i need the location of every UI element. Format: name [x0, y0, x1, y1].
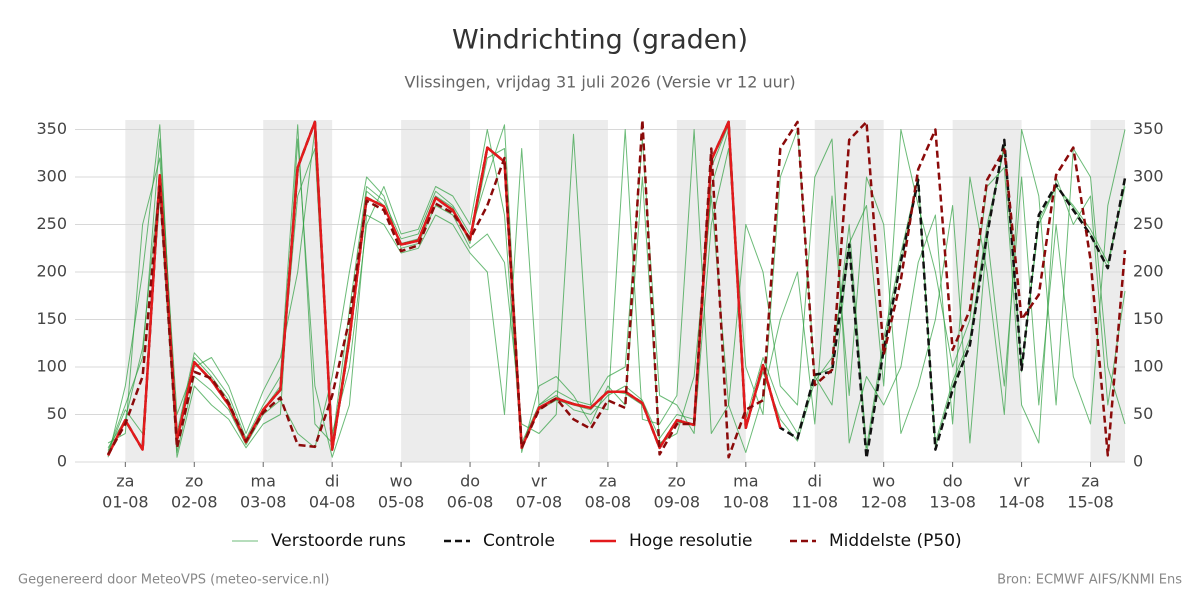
x-tick-label: 13-08	[929, 493, 976, 512]
y-tick-label: 150	[36, 309, 67, 328]
member-line	[107, 129, 1126, 453]
y2-tick-label: 0	[1133, 452, 1143, 471]
x-tick-label: 08-08	[585, 493, 632, 512]
y-tick-label: 250	[36, 214, 67, 233]
x-tick-label: 12-08	[860, 493, 907, 512]
y-tick-label: 200	[36, 262, 67, 281]
x-tick-weekday: vr	[1014, 472, 1030, 491]
x-tick-label: 09-08	[654, 493, 701, 512]
x-tick-weekday: vr	[531, 472, 547, 491]
x-tick-weekday: wo	[390, 472, 413, 491]
legend-label: Middelste (P50)	[829, 531, 962, 551]
legend-label: Hoge resolutie	[629, 531, 753, 551]
x-tick-label: 15-08	[1067, 493, 1114, 512]
day-shade	[952, 120, 1022, 462]
x-tick-label: 02-08	[171, 493, 218, 512]
chart-title: Windrichting (graden)	[452, 25, 748, 56]
x-tick-weekday: wo	[872, 472, 895, 491]
day-shade	[401, 120, 471, 462]
y2-tick-label: 150	[1133, 309, 1164, 328]
x-tick-weekday: zo	[185, 472, 203, 491]
day-shade	[538, 120, 608, 462]
x-tick-label: 07-08	[516, 493, 563, 512]
y-tick-label: 350	[36, 119, 67, 138]
y-tick-label: 100	[36, 357, 67, 376]
x-tick-weekday: zo	[668, 472, 686, 491]
y2-tick-label: 100	[1133, 357, 1164, 376]
footer-left: Gegenereerd door MeteoVPS (meteo-service…	[18, 573, 329, 588]
x-tick-weekday: di	[807, 472, 822, 491]
x-tick-weekday: za	[599, 472, 617, 491]
y2-tick-label: 350	[1133, 119, 1164, 138]
x-tick-label: 11-08	[792, 493, 839, 512]
day-shade	[1090, 120, 1125, 462]
x-tick-label: 14-08	[998, 493, 1045, 512]
footer-right: Bron: ECMWF AIFS/KNMI Ens	[997, 573, 1182, 588]
y-tick-label: 50	[47, 404, 67, 423]
x-tick-label: 06-08	[447, 493, 494, 512]
x-tick-weekday: za	[1081, 472, 1099, 491]
y2-tick-label: 200	[1133, 262, 1164, 281]
x-tick-label: 10-08	[723, 493, 770, 512]
y-tick-label: 300	[36, 167, 67, 186]
x-tick-weekday: ma	[733, 472, 758, 491]
y2-tick-label: 300	[1133, 167, 1164, 186]
x-tick-weekday: do	[460, 472, 480, 491]
y2-tick-label: 250	[1133, 214, 1164, 233]
x-tick-weekday: za	[116, 472, 134, 491]
x-tick-weekday: do	[943, 472, 963, 491]
x-tick-label: 01-08	[102, 493, 149, 512]
x-tick-weekday: di	[325, 472, 340, 491]
x-tick-label: 03-08	[240, 493, 287, 512]
y2-tick-label: 50	[1133, 404, 1153, 423]
chart-subtitle: Vlissingen, vrijdag 31 juli 2026 (Versie…	[404, 73, 795, 92]
x-tick-weekday: ma	[251, 472, 276, 491]
x-tick-label: 04-08	[309, 493, 356, 512]
legend-label: Verstoorde runs	[271, 531, 406, 551]
x-tick-label: 05-08	[378, 493, 425, 512]
legend-label: Controle	[483, 531, 555, 551]
y-tick-label: 0	[57, 452, 67, 471]
member-line	[107, 129, 1126, 458]
